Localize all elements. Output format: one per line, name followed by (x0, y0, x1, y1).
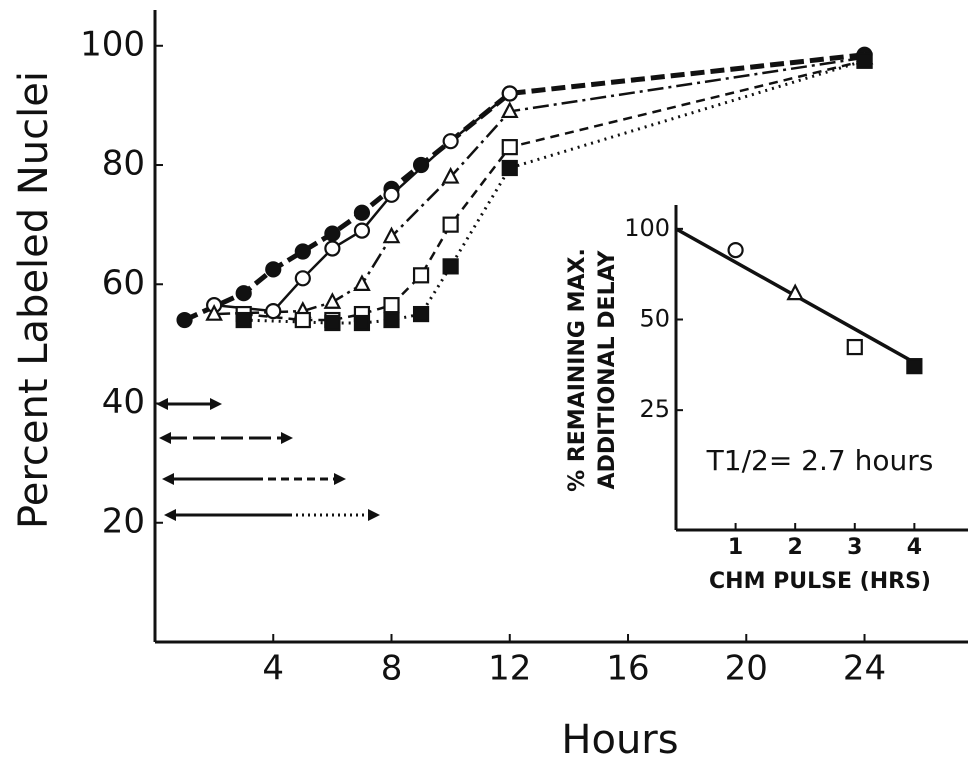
marker (353, 274, 371, 291)
series-line (214, 56, 865, 316)
x-axis-label: Hours (561, 717, 678, 762)
x-tick-label: 8 (381, 649, 403, 689)
marker (294, 311, 311, 329)
marker (383, 311, 400, 329)
marker (727, 242, 744, 259)
x-tick-label: 4 (907, 535, 922, 560)
x-tick-label: 12 (488, 649, 531, 689)
y-axis-label: Percent Labeled Nuclei (11, 71, 57, 529)
marker (501, 159, 518, 177)
marker (176, 311, 193, 329)
y-tick-label: 20 (102, 501, 145, 541)
marker (786, 283, 805, 301)
marker (501, 139, 518, 156)
y-tick-label: 50 (639, 305, 670, 333)
marker (382, 226, 401, 244)
marker (235, 311, 252, 329)
y-tick-label: 60 (102, 263, 145, 303)
marker (353, 222, 371, 239)
marker (353, 204, 371, 221)
x-tick-label: 24 (843, 649, 886, 689)
marker (383, 186, 400, 203)
y-tick-label: 40 (102, 382, 145, 422)
y-tick-label: 100 (80, 24, 145, 64)
marker (294, 270, 311, 287)
marker (412, 305, 430, 323)
marker (294, 243, 311, 260)
inset-y-label: ADDITIONAL DELAY (595, 249, 620, 489)
marker (442, 133, 459, 150)
marker (265, 302, 282, 320)
marker (265, 261, 282, 278)
marker (501, 85, 518, 102)
marker (412, 267, 430, 284)
marker (323, 292, 342, 309)
marker (235, 285, 252, 302)
marker (205, 304, 223, 321)
series-line (243, 59, 865, 325)
x-tick-label: 20 (725, 649, 768, 689)
y-tick-label: 80 (102, 144, 145, 184)
marker (846, 338, 863, 356)
annotation: T1/2= 2.7 hours (706, 444, 934, 477)
x-tick-label: 1 (728, 535, 743, 560)
series-line (183, 52, 865, 323)
marker (442, 258, 459, 275)
marker (906, 358, 923, 375)
x-tick-label: 16 (606, 649, 649, 689)
marker (442, 216, 459, 233)
x-tick-label: 4 (262, 649, 284, 689)
marker (324, 240, 341, 257)
marker (383, 297, 400, 314)
inset-x-label: CHM PULSE (HRS) (709, 569, 931, 594)
marker (441, 166, 460, 184)
marker (412, 156, 430, 174)
pulse-arrows (156, 398, 380, 521)
x-tick-label: 3 (847, 535, 862, 560)
marker (500, 101, 519, 119)
marker (353, 314, 371, 332)
marker (324, 225, 341, 242)
y-tick-label: 100 (624, 214, 670, 242)
x-tick-label: 2 (788, 535, 803, 560)
marker (856, 52, 873, 69)
inset-y-label: % REMAINING MAX. (565, 248, 590, 492)
marker (324, 314, 341, 332)
y-tick-label: 25 (639, 395, 670, 423)
